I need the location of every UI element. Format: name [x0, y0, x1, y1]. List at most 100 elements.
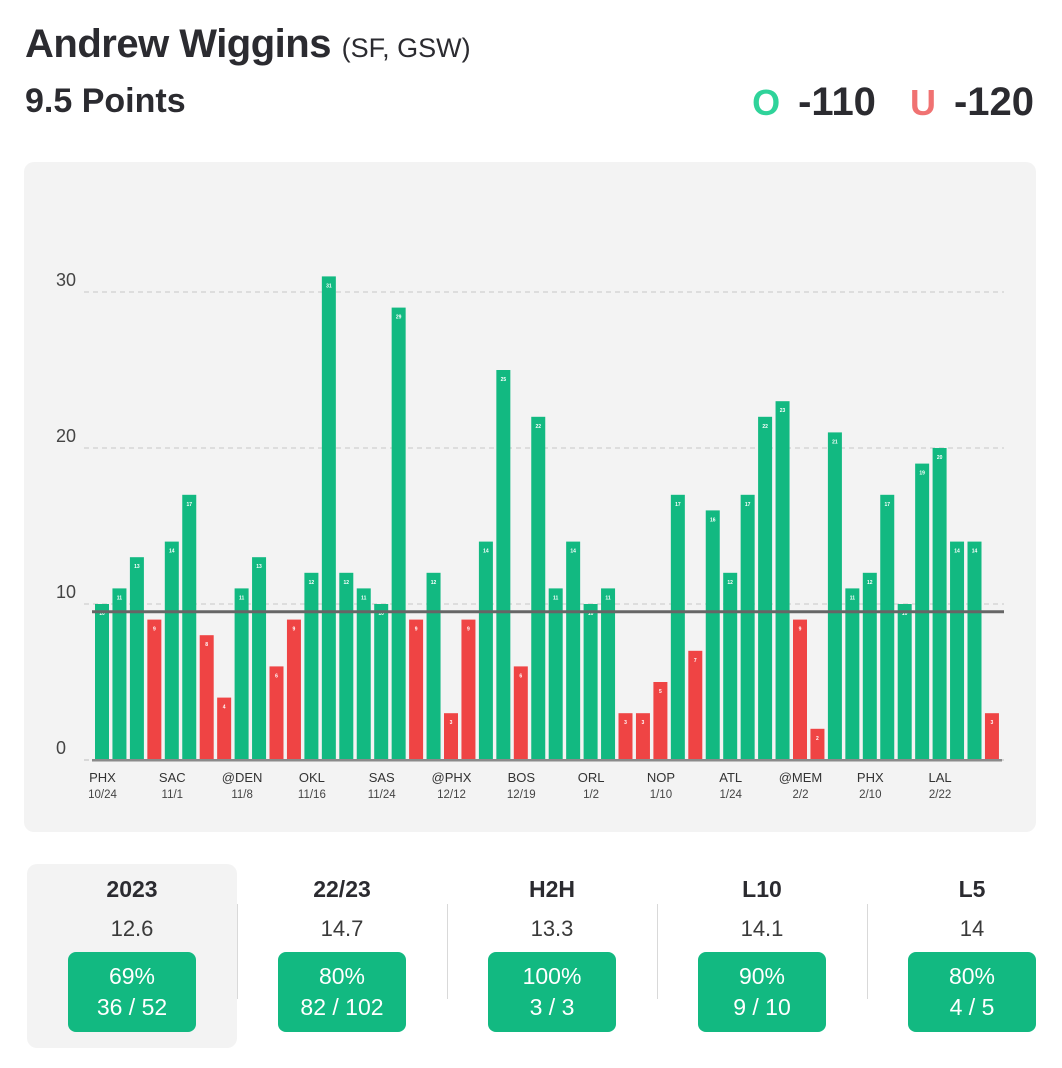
bar-value-label: 3	[642, 720, 645, 726]
bar-value-label: 11	[553, 595, 559, 601]
bar-value-label: 6	[275, 673, 278, 679]
bar-value-label: 13	[134, 564, 140, 570]
bar-value-label: 31	[326, 283, 332, 289]
bar-value-label: 14	[570, 549, 576, 555]
x-tick-date: 2/22	[929, 789, 951, 801]
x-tick-date: 12/19	[507, 789, 536, 801]
x-tick-date: 1/10	[650, 789, 672, 801]
stat-label: H2H	[528, 876, 575, 902]
x-tick-opponent: @PHX	[432, 770, 472, 785]
x-axis-line	[92, 759, 1002, 762]
bar-value-label: 14	[954, 549, 960, 555]
bar	[286, 619, 301, 760]
bar	[321, 276, 336, 760]
stat-tab-l5[interactable]: L5 14 80% 4 / 5	[867, 864, 1062, 1048]
bar	[950, 541, 965, 760]
bar	[984, 713, 999, 760]
bar	[653, 682, 668, 760]
hit-rate-percent: 80%	[948, 963, 996, 989]
bar-value-label: 21	[832, 439, 838, 445]
y-tick-label: 10	[56, 582, 76, 602]
bar	[775, 401, 790, 760]
bar	[740, 494, 755, 760]
bar-value-label: 9	[293, 627, 296, 633]
x-tick-opponent: ATL	[719, 770, 742, 785]
divider	[657, 904, 658, 999]
bar	[758, 416, 773, 760]
x-tick-date: 11/8	[231, 789, 253, 801]
y-tick-label: 20	[56, 426, 76, 446]
bar	[862, 572, 877, 760]
under-price[interactable]: -120	[953, 80, 1034, 124]
bar-value-label: 16	[710, 517, 716, 523]
bar	[304, 572, 319, 760]
divider	[867, 904, 868, 999]
bar	[705, 510, 720, 760]
chart-card: 0 10 20 30 10 11 13 9 14 17 8 4 11 13 6 9 12 31 12 11 10 29 9 1…	[24, 162, 1036, 832]
stat-tab-season[interactable]: 2023 12.6 69% 36 / 52	[27, 864, 237, 1048]
bar	[723, 572, 738, 760]
x-tick-opponent: ORL	[578, 770, 605, 785]
bar-value-label: 19	[919, 471, 925, 477]
bar	[827, 432, 842, 760]
x-tick-opponent: PHX	[857, 770, 884, 785]
hit-rate-pill: 80% 82 / 102	[278, 952, 406, 1032]
bar	[670, 494, 685, 760]
bar	[618, 713, 633, 760]
stat-tab-h2h[interactable]: H2H 13.3 100% 3 / 3	[447, 864, 657, 1048]
bar	[635, 713, 650, 760]
bar-value-label: 4	[223, 705, 226, 711]
x-tick-date: 12/12	[437, 789, 466, 801]
bar	[95, 604, 109, 760]
stat-average: 13.3	[530, 916, 574, 941]
stat-average: 14.1	[740, 916, 784, 941]
bar	[164, 541, 179, 760]
bar	[496, 370, 511, 760]
bar-value-label: 13	[256, 564, 262, 570]
stat-label: L10	[742, 876, 782, 902]
bar	[810, 728, 825, 760]
bar-value-label: 5	[659, 689, 662, 695]
hit-rate-percent: 69%	[108, 963, 156, 989]
x-tick-opponent: @MEM	[779, 770, 823, 785]
bar-value-label: 12	[867, 580, 873, 586]
bar-value-label: 8	[205, 642, 208, 648]
bar	[583, 604, 598, 760]
bar	[356, 588, 371, 760]
hit-rate-pill: 100% 3 / 3	[488, 952, 616, 1032]
player-team: (SF, GSW)	[341, 33, 471, 63]
bar	[426, 572, 441, 760]
bar	[601, 588, 616, 760]
bar-value-label: 11	[361, 595, 367, 601]
prop-label: 9.5 Points	[25, 82, 186, 120]
over-letter[interactable]: O	[752, 82, 781, 123]
stat-tab-l10[interactable]: L10 14.1 90% 9 / 10	[657, 864, 867, 1048]
bar-value-label: 17	[745, 502, 751, 508]
bar-value-label: 17	[675, 502, 681, 508]
under-letter[interactable]: U	[909, 82, 936, 123]
divider	[237, 904, 238, 999]
bar	[339, 572, 354, 760]
bar	[932, 448, 947, 760]
bar-value-label: 11	[117, 595, 123, 601]
over-price[interactable]: -110	[798, 80, 876, 124]
bar	[566, 541, 581, 760]
hit-rate-percent: 100%	[522, 963, 582, 989]
bar-value-label: 9	[415, 627, 418, 633]
x-tick-opponent: NOP	[647, 770, 675, 785]
bar	[793, 619, 807, 760]
stat-tab-last-season[interactable]: 22/23 14.7 80% 82 / 102	[237, 864, 447, 1048]
bar-value-label: 14	[483, 549, 489, 555]
divider	[447, 904, 448, 999]
x-tick-opponent: SAC	[159, 770, 186, 785]
bar	[531, 416, 546, 760]
bar-value-label: 9	[799, 627, 802, 633]
x-tick-opponent: @DEN	[222, 770, 263, 785]
stat-average: 12.6	[110, 916, 154, 941]
stat-label: L5	[958, 876, 986, 902]
bar-value-label: 14	[169, 549, 175, 555]
stat-label: 22/23	[313, 876, 371, 902]
bar-value-label: 3	[991, 720, 994, 726]
hit-rate-percent: 80%	[318, 963, 366, 989]
x-tick-date: 1/24	[720, 789, 743, 801]
